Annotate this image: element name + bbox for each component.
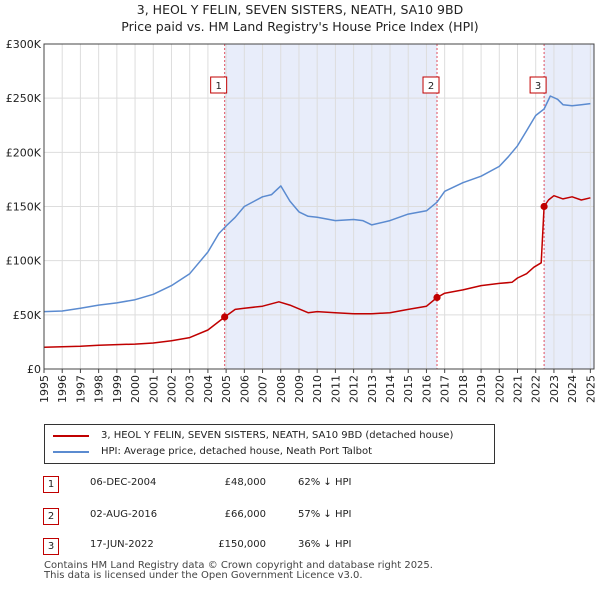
sale-points	[221, 202, 548, 321]
sale-label: 3	[535, 81, 541, 92]
y-tick-label: £300K	[6, 38, 42, 51]
chart-title-line2: Price paid vs. HM Land Registry's House …	[121, 19, 479, 34]
x-tick-label: 2023	[548, 375, 561, 403]
transaction-hpi-diff: 57% ↓ HPI	[298, 509, 352, 520]
transaction-row: 1 06-DEC-2004 £48,000 62% ↓ HPI	[0, 476, 600, 498]
y-tick-label: £0	[27, 363, 41, 376]
y-tick-label: £50K	[13, 309, 42, 322]
transaction-price: £48,000	[224, 477, 266, 488]
sale-point	[540, 202, 548, 211]
footer-copyright: Contains HM Land Registry data © Crown c…	[44, 560, 433, 571]
x-tick-label: 1997	[74, 375, 87, 403]
x-tick-label: 2022	[530, 375, 543, 403]
transaction-number: 2	[43, 508, 59, 525]
x-tick-label: 2009	[293, 375, 306, 403]
x-tick-label: 2007	[257, 375, 270, 403]
x-tick-label: 1998	[93, 375, 106, 403]
transaction-date: 02-AUG-2016	[90, 509, 158, 520]
property-price-line	[43, 194, 591, 349]
x-tick-label: 2017	[439, 375, 452, 403]
transaction-date: 17-JUN-2022	[90, 539, 154, 550]
sale-point	[433, 293, 441, 302]
x-tick-label: 2005	[220, 375, 233, 403]
y-tick-label: £150K	[6, 201, 42, 214]
x-tick-label: 2012	[348, 375, 361, 403]
sale-label-box	[422, 76, 440, 94]
x-tick-label: 2004	[202, 375, 215, 403]
plot-border	[43, 43, 595, 370]
x-tick-label: 1996	[56, 375, 69, 403]
legend: 3, HEOL Y FELIN, SEVEN SISTERS, NEATH, S…	[44, 424, 495, 464]
transaction-number: 3	[43, 538, 59, 555]
transaction-row: 2 02-AUG-2016 £66,000 57% ↓ HPI	[0, 508, 600, 530]
x-tick-label: 2006	[238, 375, 251, 403]
sale-labels: 1 2 3	[210, 76, 547, 94]
legend-label-hpi: HPI: Average price, detached house, Neat…	[101, 446, 373, 457]
footer-licence: This data is licensed under the Open Gov…	[44, 570, 363, 581]
footer: Contains HM Land Registry data © Crown c…	[44, 561, 433, 581]
sale-label: 2	[428, 81, 434, 92]
x-tick-label: 2014	[384, 375, 397, 403]
x-tick-label: 2000	[129, 375, 142, 403]
transaction-number: 1	[43, 476, 59, 493]
legend-swatch-hpi	[53, 451, 89, 453]
transaction-hpi-diff: 62% ↓ HPI	[298, 477, 352, 488]
x-tick-label: 2003	[184, 375, 197, 403]
x-tick-label: 2002	[165, 375, 178, 403]
x-tick-label: 2024	[566, 375, 579, 403]
x-tick-label: 2025	[584, 375, 597, 403]
x-tick-label: 2001	[147, 375, 160, 403]
sale-label: 1	[215, 81, 221, 92]
x-tick-label: 2020	[493, 375, 506, 403]
grid-lines	[43, 43, 594, 370]
sale-label-box	[529, 76, 547, 94]
price-chart: 1 2 3 £0 £50K £100K £150K £200K £250K £300K 1995 1…	[6, 38, 598, 403]
sale-point	[221, 313, 229, 321]
x-tick-label: 2021	[512, 375, 525, 403]
hpi-line	[43, 95, 591, 313]
x-tick-label: 2016	[420, 375, 433, 403]
axes: £0 £50K £100K £150K £200K £250K £300K 1995 1996 1…	[6, 38, 598, 403]
transaction-row: 3 17-JUN-2022 £150,000 36% ↓ HPI	[0, 538, 600, 560]
x-tick-label: 2013	[366, 375, 379, 403]
legend-swatch-property	[53, 435, 89, 437]
x-tick-label: 2010	[311, 375, 324, 403]
sale-label-box	[210, 76, 228, 94]
x-tick-label: 2019	[475, 375, 488, 403]
transaction-hpi-diff: 36% ↓ HPI	[298, 539, 352, 550]
series-lines	[43, 95, 591, 349]
x-tick-label: 2015	[402, 375, 415, 403]
y-tick-label: £200K	[6, 146, 42, 159]
y-tick-label: £100K	[6, 255, 42, 268]
transaction-price: £66,000	[224, 509, 266, 520]
transaction-price: £150,000	[218, 539, 266, 550]
x-tick-label: 1999	[111, 375, 124, 403]
y-tick-label: £250K	[6, 92, 42, 105]
legend-label-property: 3, HEOL Y FELIN, SEVEN SISTERS, NEATH, S…	[101, 430, 454, 441]
x-tick-label: 2008	[275, 375, 288, 403]
chart-title-line1: 3, HEOL Y FELIN, SEVEN SISTERS, NEATH, S…	[136, 2, 464, 17]
x-tick-label: 1995	[38, 375, 51, 403]
x-tick-label: 2011	[329, 375, 342, 403]
x-tick-label: 2018	[457, 375, 470, 403]
transaction-date: 06-DEC-2004	[90, 477, 157, 488]
